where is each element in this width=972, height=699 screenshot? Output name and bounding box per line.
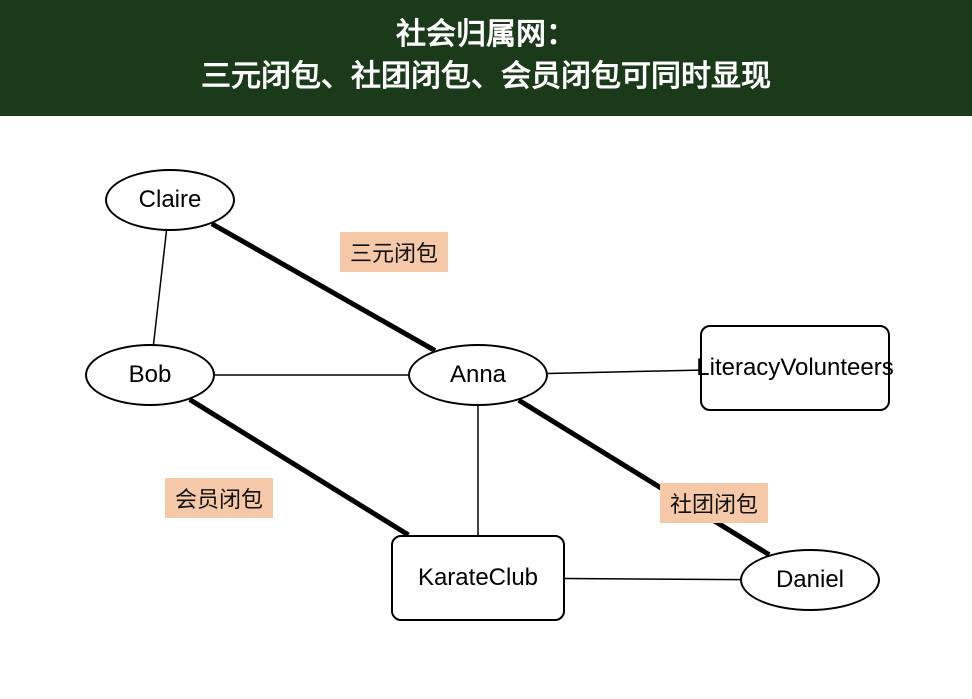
node-anna: Anna [408, 344, 548, 406]
header-line1: 社会归属网： [0, 14, 972, 56]
node-daniel: Daniel [740, 549, 880, 611]
edge-label: 会员闭包 [165, 478, 273, 518]
edge-anna-daniel [519, 400, 769, 555]
slide-header: 社会归属网： 三元闭包、社团闭包、会员闭包可同时显现 [0, 0, 972, 116]
edge-claire-bob [154, 231, 167, 344]
node-litvol: LiteracyVolunteers [700, 325, 890, 411]
edge-karate-daniel [565, 579, 740, 580]
node-karate: KarateClub [391, 535, 565, 621]
node-label-line: Karate [418, 564, 489, 593]
diagram-canvas: Claire Bob Anna Daniel LiteracyVolunteers Kar… [0, 110, 972, 699]
node-bob: Bob [85, 344, 215, 406]
edge-label: 三元闭包 [340, 232, 448, 272]
header-line2: 三元闭包、社团闭包、会员闭包可同时显现 [0, 56, 972, 98]
node-claire: Claire [105, 169, 235, 231]
node-label-line: Club [489, 564, 538, 593]
node-label-line: Literacy [696, 354, 780, 383]
edge-anna-litvol [548, 370, 700, 373]
edge-label: 社团闭包 [660, 483, 768, 523]
node-label-line: Volunteers [780, 354, 893, 383]
